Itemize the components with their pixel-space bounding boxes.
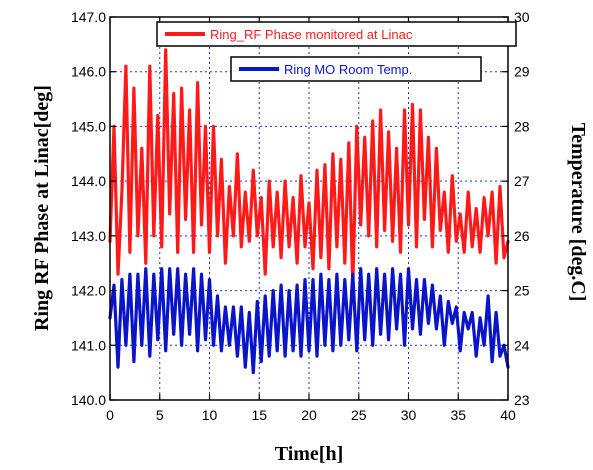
legend-phase: Ring_RF Phase monitored at Linac — [156, 21, 517, 47]
y-right-tick-label: 26 — [514, 228, 530, 244]
y-right-tick-label: 28 — [514, 118, 530, 134]
x-tick-label: 0 — [106, 407, 114, 423]
y-right-axis-title: Temperature [deg.C] — [567, 123, 589, 302]
y-left-tick-label: 146.0 — [71, 64, 106, 80]
y-left-tick-label: 140.0 — [71, 392, 106, 408]
legend-temp: Ring MO Room Temp. — [230, 56, 482, 82]
legend-phase-label: Ring_RF Phase monitored at Linac — [210, 27, 413, 42]
y-left-tick-label: 143.0 — [71, 228, 106, 244]
y-right-tick-label: 23 — [514, 392, 530, 408]
legend-temp-label: Ring MO Room Temp. — [284, 62, 412, 77]
x-tick-label: 15 — [251, 407, 267, 423]
y-right-tick-label: 29 — [514, 64, 530, 80]
y-right-tick-label: 25 — [514, 283, 530, 299]
y-right-tick-label: 24 — [514, 337, 530, 353]
x-tick-label: 40 — [500, 407, 516, 423]
x-tick-label: 5 — [156, 407, 164, 423]
y-left-tick-label: 145.0 — [71, 118, 106, 134]
y-right-tick-label: 30 — [514, 9, 530, 25]
y-left-tick-label: 141.0 — [71, 337, 106, 353]
x-tick-label: 30 — [401, 407, 417, 423]
x-tick-label: 35 — [450, 407, 466, 423]
x-tick-label: 25 — [351, 407, 367, 423]
series-layer — [108, 48, 510, 375]
legend-phase-box — [156, 21, 517, 47]
series-line-temp — [108, 267, 510, 375]
y-left-tick-label: 142.0 — [71, 283, 106, 299]
x-tick-label: 20 — [301, 407, 317, 423]
y-left-tick-label: 147.0 — [71, 9, 106, 25]
y-right-tick-label: 27 — [514, 173, 530, 189]
y-left-tick-label: 144.0 — [71, 173, 106, 189]
x-tick-label: 10 — [202, 407, 218, 423]
y-left-axis-title: Ring RF Phase at Linac[deg] — [31, 85, 53, 331]
x-axis-title: Time[h] — [275, 443, 344, 465]
series-line-phase — [108, 48, 510, 287]
